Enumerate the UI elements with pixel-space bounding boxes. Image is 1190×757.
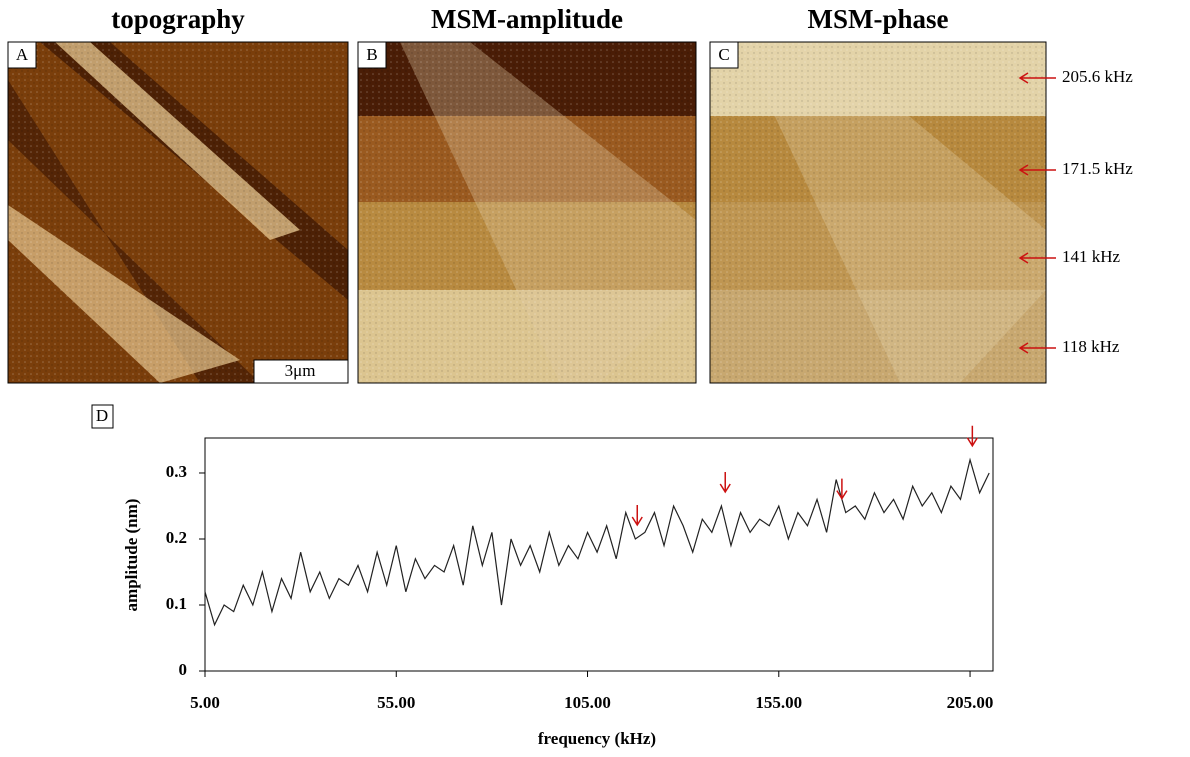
x-tick-label: 155.00 [755,693,802,712]
annotation: 118 kHz [1062,337,1120,356]
arrow [1018,252,1056,264]
marker-arrow [631,504,643,527]
x-tick-label: 5.00 [190,693,220,712]
panel-label: C [718,45,729,64]
panel-label: B [366,45,377,64]
x-axis-label: frequency (kHz) [538,729,656,748]
y-tick-label: 0.2 [166,528,187,547]
arrow [1018,342,1056,354]
annotation: 141 kHz [1062,247,1121,266]
x-tick-label: 55.00 [377,693,415,712]
plot: 5.00 55.00 105.00 155.00 205.00 0 0.1 0.2 0.3 [166,425,994,712]
marker-arrow [719,471,731,494]
image-topography: A 3μm [7,41,349,384]
frequency-annotations: 205.6 kHz 171.5 kHz 141 kHz 118 kHz [1018,67,1133,356]
panel-title: topography [111,4,245,34]
x-tick-label: 205.00 [947,693,994,712]
panel-label-box [91,404,114,429]
panel-title: MSM-phase [808,4,949,34]
annotation: 205.6 kHz [1062,67,1133,86]
y-tick-label: 0.3 [166,462,187,481]
scale-bar: 3μm [285,361,316,380]
y-axis-label: amplitude (nm) [122,499,141,612]
y-tick-label: 0.1 [166,594,187,613]
panel-label: A [16,45,29,64]
plot-frame [204,437,994,672]
panel-title: MSM-amplitude [431,4,623,34]
x-tick-label: 105.00 [564,693,611,712]
y-tick-label: 0 [179,660,188,679]
marker-arrow [966,425,978,448]
arrow [1018,72,1056,84]
annotation: 171.5 kHz [1062,159,1133,178]
image-amplitude: B [357,41,697,384]
image-phase: C [709,41,1047,384]
panel-label: D [96,406,108,425]
marker-arrow [836,478,848,501]
arrow [1018,164,1056,176]
line-series [204,457,990,627]
